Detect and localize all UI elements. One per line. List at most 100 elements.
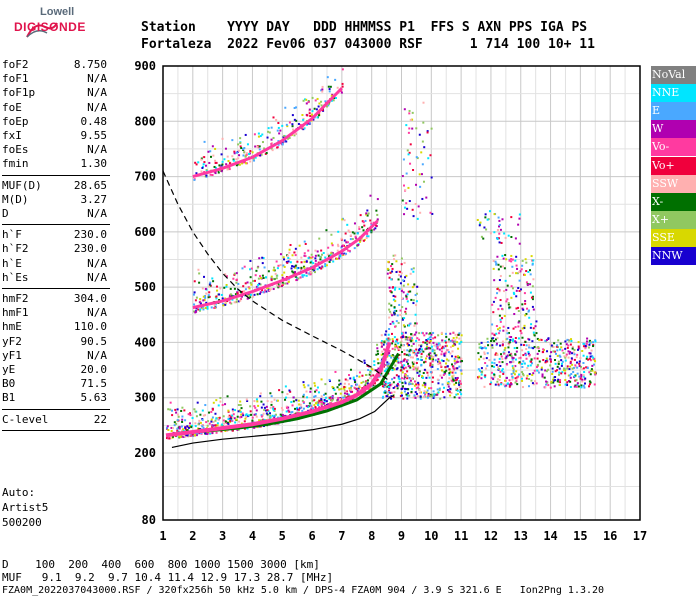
- echo-point: [512, 361, 515, 364]
- echo-point: [339, 398, 342, 401]
- echo-point: [308, 402, 311, 405]
- echo-point: [411, 383, 414, 386]
- echo-point: [419, 358, 422, 361]
- echo-point: [398, 287, 401, 290]
- echo-point: [449, 339, 452, 342]
- echo-point: [292, 265, 295, 268]
- echo-point: [570, 372, 573, 375]
- echo-point: [381, 350, 384, 353]
- echo-point: [288, 136, 291, 139]
- echo-point: [496, 378, 499, 381]
- echo-point: [281, 408, 284, 411]
- echo-point: [202, 414, 205, 417]
- echo-point: [413, 324, 416, 327]
- echo-point: [293, 251, 296, 254]
- echo-point: [520, 362, 523, 365]
- echo-point: [308, 272, 311, 275]
- echo-point: [406, 293, 409, 296]
- echo-point: [568, 352, 571, 355]
- echo-point: [585, 340, 588, 343]
- echo-point: [449, 388, 452, 391]
- echo-point: [343, 382, 346, 385]
- echo-point: [430, 176, 433, 179]
- echo-point: [440, 331, 443, 334]
- echo-point: [245, 398, 248, 401]
- echo-point: [580, 384, 583, 387]
- echo-point: [491, 332, 494, 335]
- echo-point: [396, 314, 399, 317]
- echo-point: [527, 309, 530, 312]
- echo-point: [366, 364, 369, 367]
- echo-point: [221, 423, 224, 426]
- echo-point: [238, 154, 241, 157]
- echo-point: [297, 122, 300, 125]
- echo-point: [557, 360, 560, 363]
- echo-point: [386, 267, 389, 270]
- echo-point: [197, 308, 200, 311]
- echo-point: [220, 430, 223, 433]
- echo-point: [296, 411, 299, 414]
- legend-item: X+: [651, 210, 696, 229]
- echo-point: [263, 147, 266, 150]
- echo-point: [407, 392, 410, 395]
- echo-point: [589, 369, 592, 372]
- echo-point: [392, 381, 395, 384]
- echo-point: [286, 393, 289, 396]
- echo-point: [208, 285, 211, 288]
- echo-point: [286, 282, 289, 285]
- echo-point: [581, 368, 584, 371]
- echo-point: [306, 114, 309, 117]
- echo-point: [589, 381, 592, 384]
- echo-point: [178, 426, 181, 429]
- echo-point: [249, 150, 252, 153]
- echo-point: [529, 326, 532, 329]
- echo-point: [476, 218, 479, 221]
- echo-point: [409, 348, 412, 351]
- echo-point: [249, 410, 252, 413]
- echo-point: [246, 297, 249, 300]
- echo-point: [480, 367, 483, 370]
- echo-point: [451, 350, 454, 353]
- echo-point: [247, 414, 250, 417]
- echo-point: [521, 379, 524, 382]
- echo-point: [583, 378, 586, 381]
- echo-point: [576, 361, 579, 364]
- echo-point: [503, 314, 506, 317]
- echo-point: [478, 224, 481, 227]
- echo-point: [533, 357, 536, 360]
- echo-point: [437, 391, 440, 394]
- echo-point: [501, 265, 504, 268]
- echo-point: [315, 389, 318, 392]
- echo-point: [387, 385, 390, 388]
- echo-point: [388, 302, 391, 305]
- echo-point: [546, 350, 549, 353]
- y-tick-label: 500: [134, 280, 156, 294]
- echo-point: [436, 347, 439, 350]
- echo-point: [436, 393, 439, 396]
- echo-point: [233, 417, 236, 420]
- echo-point: [305, 405, 308, 408]
- echo-point: [451, 355, 454, 358]
- echo-point: [246, 281, 249, 284]
- echo-point: [421, 375, 424, 378]
- echo-point: [364, 219, 367, 222]
- param-value: 71.5: [80, 377, 108, 391]
- echo-point: [193, 310, 196, 313]
- echo-point: [447, 348, 450, 351]
- echo-point: [324, 256, 327, 259]
- echo-point: [556, 354, 559, 357]
- echo-point: [330, 242, 333, 245]
- echo-point: [390, 278, 393, 281]
- echo-point: [451, 376, 454, 379]
- echo-point: [581, 349, 584, 352]
- echo-point: [440, 353, 443, 356]
- echo-point: [195, 434, 198, 437]
- param-label: hmF2: [2, 292, 29, 305]
- chart-grid: [162, 65, 641, 520]
- echo-point: [560, 362, 563, 365]
- echo-point: [329, 85, 332, 88]
- echo-point: [252, 157, 255, 160]
- echo-point: [371, 385, 374, 388]
- echo-point: [584, 346, 587, 349]
- echo-point: [448, 377, 451, 380]
